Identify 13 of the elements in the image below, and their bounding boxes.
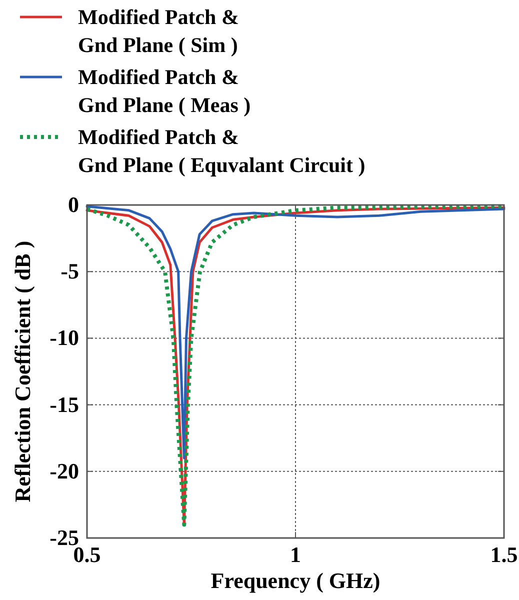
- y-tick-label: -15: [50, 392, 79, 417]
- y-tick-label: -20: [50, 458, 79, 484]
- legend-label: Modified Patch & Gnd Plane ( Sim ): [78, 5, 239, 57]
- x-tick-label: 1.5: [490, 542, 518, 567]
- legend-label: Modified Patch & Gnd Plane ( Meas ): [78, 65, 251, 117]
- y-axis-title: Reflection Coefficient ( dB ): [10, 240, 35, 502]
- line-series: [86, 205, 506, 460]
- y-tick-label: -5: [60, 258, 79, 284]
- y-tick-label: -10: [50, 325, 79, 350]
- x-tick-label: 1: [290, 542, 301, 567]
- x-axis-title: Frequency ( GHz): [210, 568, 380, 593]
- legend-label: Modified Patch & Gnd Plane ( Equvalant Circuit ): [78, 125, 366, 177]
- y-tick-label: 0: [68, 192, 79, 217]
